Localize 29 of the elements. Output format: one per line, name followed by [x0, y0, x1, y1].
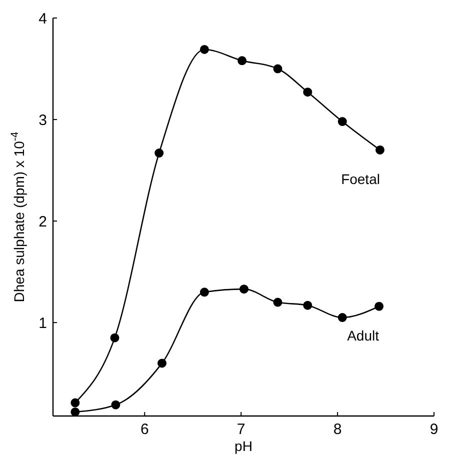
- point: [200, 288, 209, 297]
- point: [157, 358, 166, 368]
- point: [200, 44, 209, 54]
- point: [239, 284, 248, 294]
- point: [273, 64, 282, 74]
- point: [70, 407, 80, 416]
- point: [111, 400, 120, 410]
- point: [338, 313, 347, 322]
- point: [154, 148, 164, 158]
- series-label: Foetal: [341, 170, 380, 187]
- point: [238, 56, 247, 66]
- series-label: Adult: [347, 327, 380, 344]
- x-tick-label: 9: [430, 421, 438, 438]
- point: [374, 302, 384, 311]
- point: [110, 333, 120, 342]
- point: [273, 298, 282, 307]
- y-tick-label: 2: [38, 213, 47, 230]
- point: [70, 398, 80, 408]
- x-tick-label: 8: [333, 421, 342, 438]
- x-tick-label: 7: [236, 421, 246, 438]
- y-tick-label: 3: [38, 112, 47, 129]
- x-axis-title: pH: [234, 438, 252, 454]
- x-tick-label: 6: [140, 421, 149, 438]
- point: [375, 145, 384, 154]
- point: [303, 88, 312, 97]
- y-tick-label: 1: [38, 314, 47, 332]
- y-tick-label: 4: [38, 10, 47, 28]
- point: [303, 300, 312, 310]
- point: [338, 117, 347, 126]
